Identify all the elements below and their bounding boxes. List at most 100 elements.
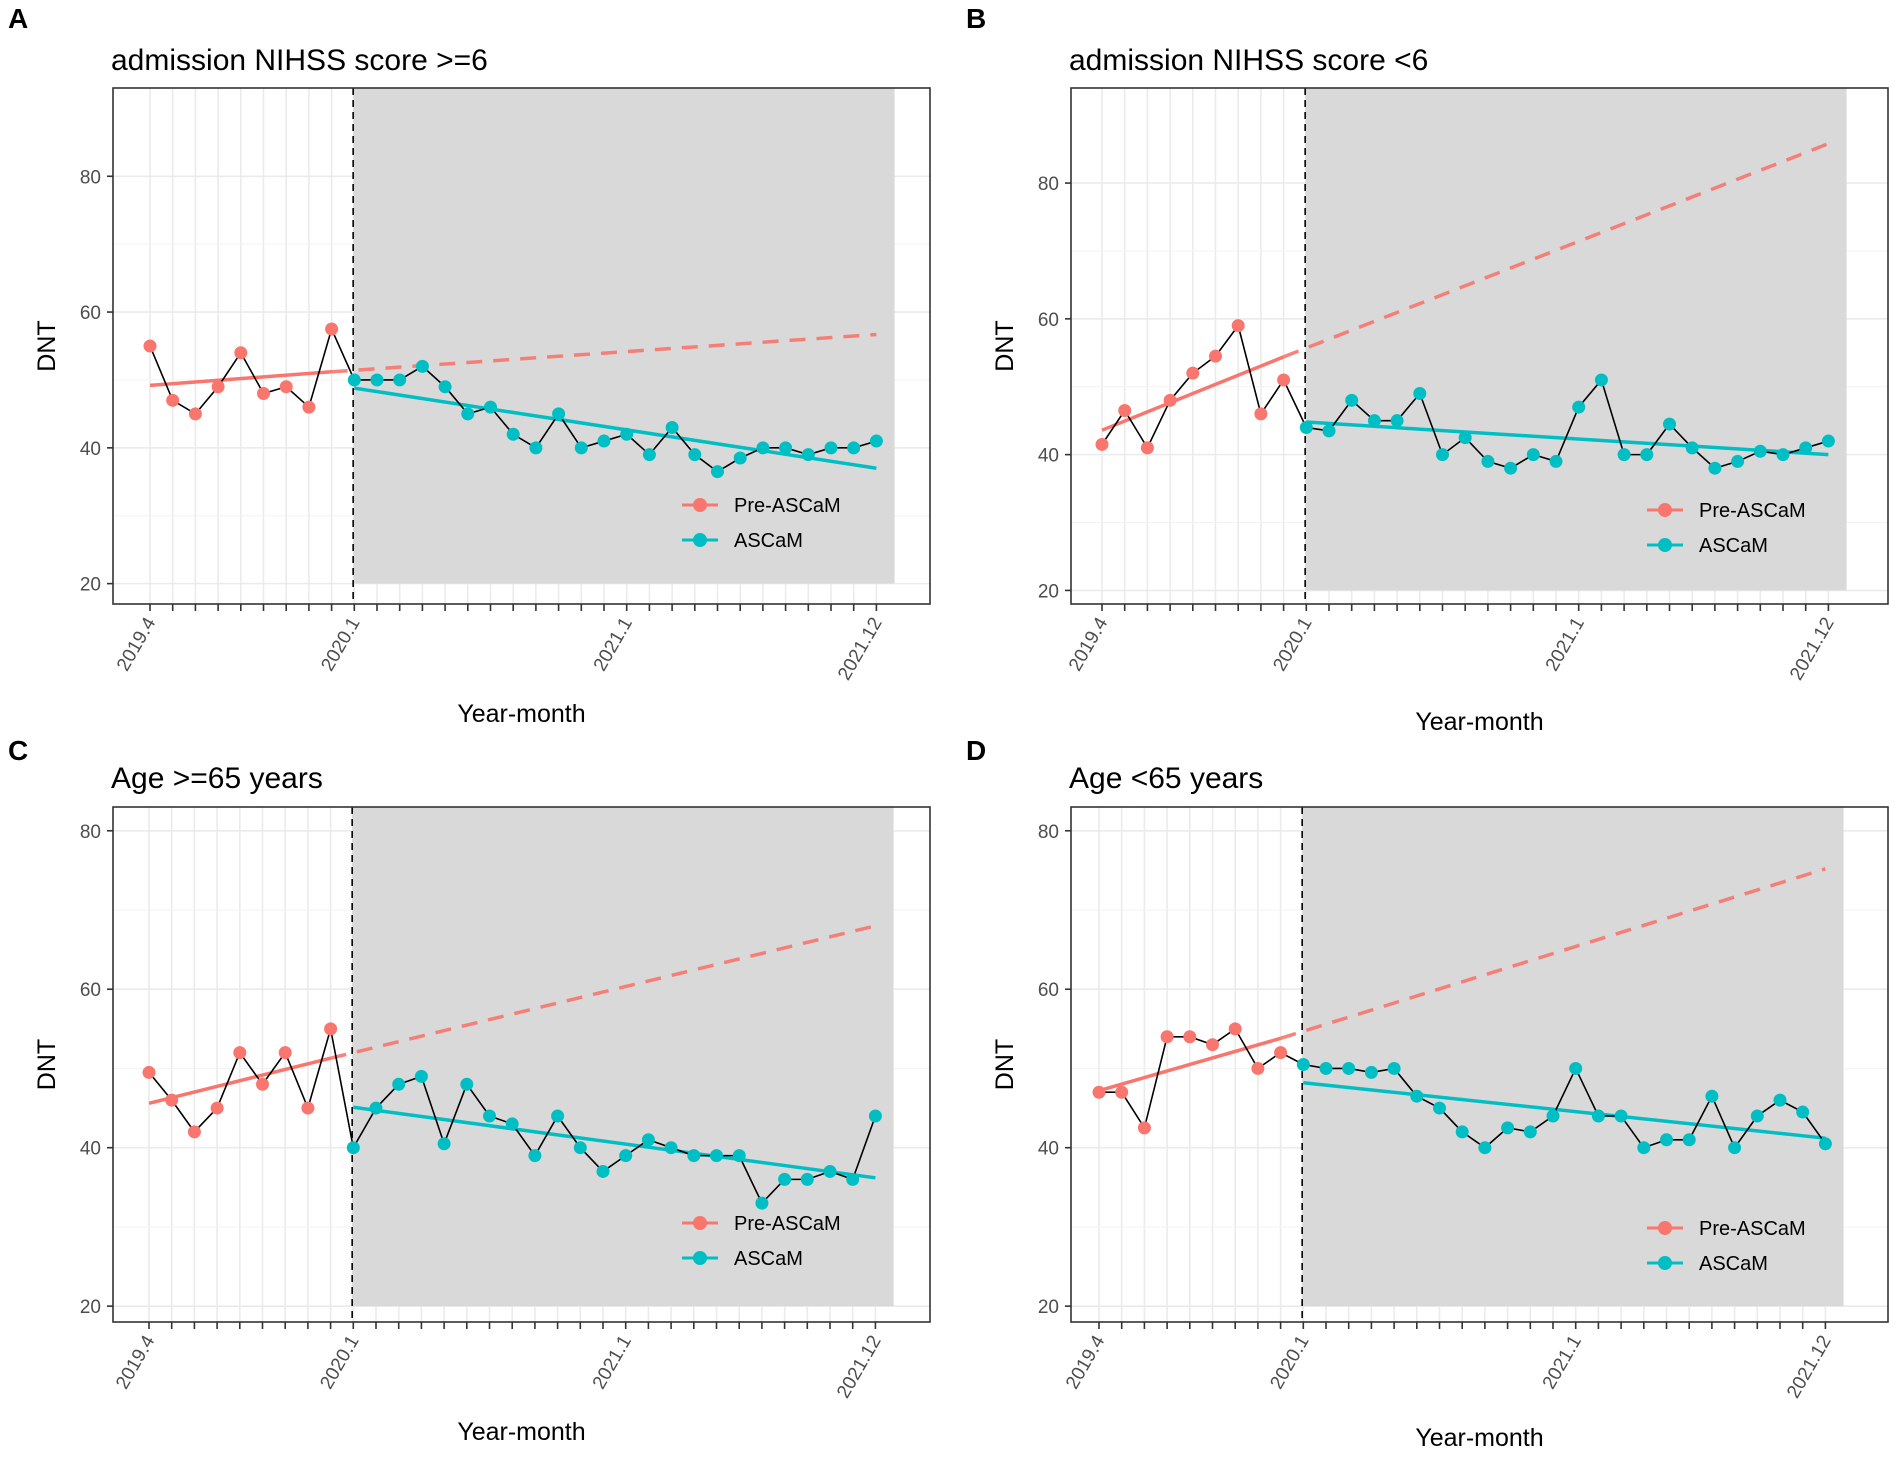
panel-c-post-point — [619, 1149, 633, 1163]
panel-a-legend-key-point — [693, 498, 707, 512]
panel-b-legend: Pre-ASCaM ASCaM — [1647, 500, 1806, 557]
panel-b-legend-label: ASCaM — [1699, 535, 1768, 557]
panel-b-post-point — [1753, 444, 1767, 458]
panel-letter-a: A — [8, 3, 28, 34]
panel-a-post-point — [529, 441, 543, 455]
panel-b-y-tick-label: 80 — [1038, 174, 1059, 195]
panel-b-pre-point — [1163, 393, 1177, 407]
panel-d-legend-label: ASCaM — [1699, 1253, 1768, 1275]
panel-c-x-tick-label: 2021.12 — [833, 1332, 886, 1402]
panel-c-post-point — [823, 1164, 837, 1178]
panel-d-post-point — [1546, 1109, 1560, 1123]
panel-d-pre-point — [1115, 1085, 1129, 1099]
panel-b-pre-point — [1209, 349, 1222, 363]
panel-d-post-point — [1591, 1109, 1605, 1123]
panel-d-post-point — [1660, 1133, 1673, 1147]
panel-c-post-point — [414, 1069, 428, 1083]
panel-c-x-tick-label: 2020.1 — [316, 1332, 363, 1393]
panel-a-x-axis-label: Year-month — [457, 700, 585, 728]
panel-d: Pre-ASCaM ASCaM 20 40 60 80 2019.4 2020.1 2021.1… — [991, 762, 1889, 1452]
panel-c-post-point — [732, 1149, 746, 1163]
panel-a-title: admission NIHSS score >=6 — [111, 44, 488, 77]
panel-a-border — [112, 87, 931, 605]
panel-a-post-point — [779, 441, 793, 455]
panel-b-post-point — [1685, 441, 1699, 455]
panel-d-post-point — [1569, 1061, 1583, 1075]
panel-c-post-point — [710, 1149, 723, 1163]
panel-d-post-trend-line — [1303, 1080, 1826, 1140]
panel-a-legend-key-point — [693, 533, 707, 547]
panel-a-pre-trend-line — [149, 370, 332, 388]
panel-d-pre-point — [1183, 1030, 1197, 1044]
panel-c-post-point — [846, 1172, 860, 1186]
panel-d-post-point — [1523, 1125, 1537, 1139]
panel-d-post-point — [1773, 1093, 1787, 1107]
panel-a-post-point — [711, 465, 724, 479]
panel-b-post-point — [1572, 400, 1586, 414]
panel-a-post-point — [461, 407, 475, 421]
panel-d-y-tick-label: 40 — [1038, 1139, 1059, 1160]
panel-a-pre-point — [279, 380, 293, 394]
panel-a-post-point — [597, 434, 611, 448]
panel-a-y-tick-label: 20 — [80, 575, 101, 596]
panel-d-y-tick-label: 60 — [1038, 980, 1059, 1001]
panel-c-y-tick-label: 60 — [80, 980, 101, 1001]
panel-a-pre-point — [166, 393, 180, 407]
panel-c-pre-point — [187, 1125, 201, 1139]
panel-d-post-point — [1818, 1137, 1832, 1151]
panel-c-x-tick-label: 2019.4 — [112, 1332, 159, 1393]
panel-b: Pre-ASCaM ASCaM 20 40 60 80 2019.4 2020.1 2021.1… — [991, 44, 1889, 736]
panel-a-y-tick-label: 80 — [80, 167, 101, 188]
panel-c-post-point — [392, 1077, 406, 1091]
panel-d-pre-trend-line — [1098, 1036, 1282, 1093]
panel-a-post-point — [733, 451, 747, 465]
panel-b-post-point — [1594, 373, 1608, 387]
panel-d-post-point — [1342, 1061, 1356, 1075]
panel-c-pre-point — [142, 1065, 156, 1079]
panel-c-post-point — [369, 1101, 383, 1115]
panel-b-x-tick-label: 2019.4 — [1065, 614, 1112, 675]
panel-d-post-point — [1455, 1125, 1469, 1139]
panel-d-x-axis-label: Year-month — [1415, 1424, 1543, 1452]
panel-d-pre-point — [1206, 1038, 1219, 1052]
panel-a-post-point — [484, 400, 497, 414]
panel-b-pre-point — [1231, 319, 1245, 333]
panel-c-legend-key-point — [693, 1216, 707, 1230]
panel-a-x-tick-label: 2019.4 — [113, 614, 160, 675]
panel-a: Pre-ASCaM ASCaM 20 40 60 80 2019.4 2020.1 2021.1… — [33, 44, 931, 728]
panel-b-y-tick-label: 60 — [1038, 310, 1059, 331]
panel-c-post-point — [778, 1172, 792, 1186]
panel-letter-b: B — [966, 3, 986, 34]
panel-c-x-axis-label: Year-month — [457, 1418, 585, 1446]
panel-a-legend-label: Pre-ASCaM — [734, 495, 841, 517]
panel-b-post-point — [1390, 414, 1404, 428]
panel-c-post-point — [483, 1109, 496, 1123]
panel-a-post-point — [688, 448, 702, 462]
panel-c-post-point — [573, 1141, 587, 1155]
panel-c-y-tick-label: 20 — [80, 1297, 101, 1318]
panel-letter-c: C — [8, 735, 28, 766]
panel-b-border — [1070, 87, 1889, 605]
panel-a-post-point — [801, 448, 815, 462]
panel-b-y-axis-label: DNT — [991, 320, 1019, 371]
panel-a-legend-label: ASCaM — [734, 530, 803, 552]
panel-c-pre-point — [233, 1046, 247, 1060]
panel-b-post-point — [1663, 417, 1676, 431]
panel-d-x-tick-label: 2021.1 — [1539, 1332, 1586, 1393]
panel-letter-d: D — [966, 735, 986, 766]
panel-c-y-tick-label: 40 — [80, 1139, 101, 1160]
panel-c-post-point — [460, 1077, 474, 1091]
panel-a-post-point — [370, 373, 384, 387]
panel-a-pre-point — [234, 346, 248, 360]
panel-c-pre-point — [301, 1101, 315, 1115]
panel-c-y-axis-label: DNT — [33, 1039, 61, 1090]
panel-a-post-point — [415, 359, 429, 373]
panel-a-post-point — [347, 373, 361, 387]
panel-b-pre-trend-line — [1101, 355, 1285, 432]
panel-b-post-point — [1549, 454, 1563, 468]
panel-c-pre-trend-line — [148, 1056, 332, 1106]
panel-a-post-point — [552, 407, 566, 421]
panel-a-post-point — [756, 441, 770, 455]
panel-a-y-axis-label: DNT — [33, 320, 61, 371]
panel-b-legend-key-point — [1658, 538, 1672, 552]
